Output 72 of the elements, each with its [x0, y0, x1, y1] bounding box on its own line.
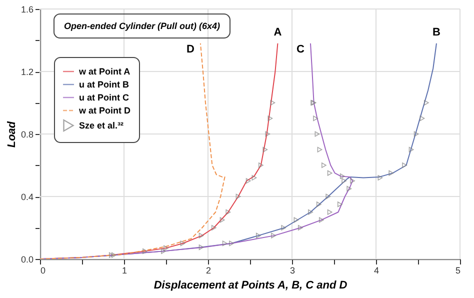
point [420, 116, 425, 122]
point [308, 209, 313, 215]
legend-label: Sze et al.³² [79, 120, 124, 130]
point [378, 175, 383, 180]
line-series [40, 42, 226, 259]
point [342, 178, 347, 184]
point [256, 232, 261, 238]
point [142, 248, 148, 254]
point [408, 146, 414, 152]
y-tick-label: 0.0 [20, 254, 34, 264]
point [321, 162, 326, 168]
x-tick-label: 1 [122, 266, 128, 276]
point [424, 100, 429, 106]
x-axis-title: Displacement at Points A, B, C and D [154, 280, 348, 292]
point [270, 100, 276, 106]
point [258, 162, 264, 168]
point [164, 245, 168, 251]
point [327, 170, 332, 176]
point [262, 146, 268, 152]
annotation: D [186, 43, 194, 56]
x-tick-label: 3 [290, 266, 296, 276]
point [350, 178, 355, 184]
point [298, 225, 303, 230]
x-tick-label: 4 [374, 266, 380, 276]
x-tick-label: 2 [206, 266, 212, 276]
point [327, 209, 332, 215]
point [265, 131, 270, 137]
y-axis-title: Load [6, 121, 18, 148]
y-tick-label: 0.8 [20, 130, 34, 140]
point [340, 173, 345, 179]
annotation: B [432, 26, 441, 38]
point [402, 162, 407, 168]
y-tick-label: 1.6 [20, 4, 34, 14]
point [198, 232, 204, 238]
point [337, 202, 342, 208]
text: Open-ended Cylinder (Pull out) (6x4) [64, 21, 220, 31]
point [180, 240, 186, 246]
point [111, 252, 116, 258]
point [346, 186, 352, 192]
legend-label: w at Point A [78, 66, 131, 76]
legend-label: u at Point C [79, 92, 130, 102]
point [252, 175, 257, 180]
point [294, 217, 299, 223]
point [220, 217, 225, 223]
legend-label: w at Point D [78, 106, 131, 116]
point [414, 131, 419, 137]
point [326, 194, 331, 200]
point [236, 194, 241, 200]
legend-label: u at Point B [79, 80, 130, 90]
y-tick-label: 0.4 [20, 192, 34, 202]
point [229, 240, 234, 246]
point [388, 170, 394, 176]
point [198, 244, 204, 250]
point [271, 232, 276, 238]
point [226, 209, 231, 215]
point [313, 116, 318, 122]
point [318, 217, 324, 223]
point [314, 131, 320, 137]
x-tick-label: 5 [455, 266, 460, 276]
annotation: C [296, 43, 305, 56]
point [317, 146, 322, 152]
point [316, 202, 322, 208]
point [161, 248, 166, 254]
point [222, 240, 228, 246]
point [246, 178, 251, 184]
x-tick-label: 0 [40, 266, 46, 276]
y-tick-label: 1.2 [20, 67, 34, 77]
point [281, 225, 286, 230]
annotation: A [274, 26, 282, 38]
point [108, 252, 114, 258]
point [211, 225, 216, 230]
point [268, 116, 273, 122]
